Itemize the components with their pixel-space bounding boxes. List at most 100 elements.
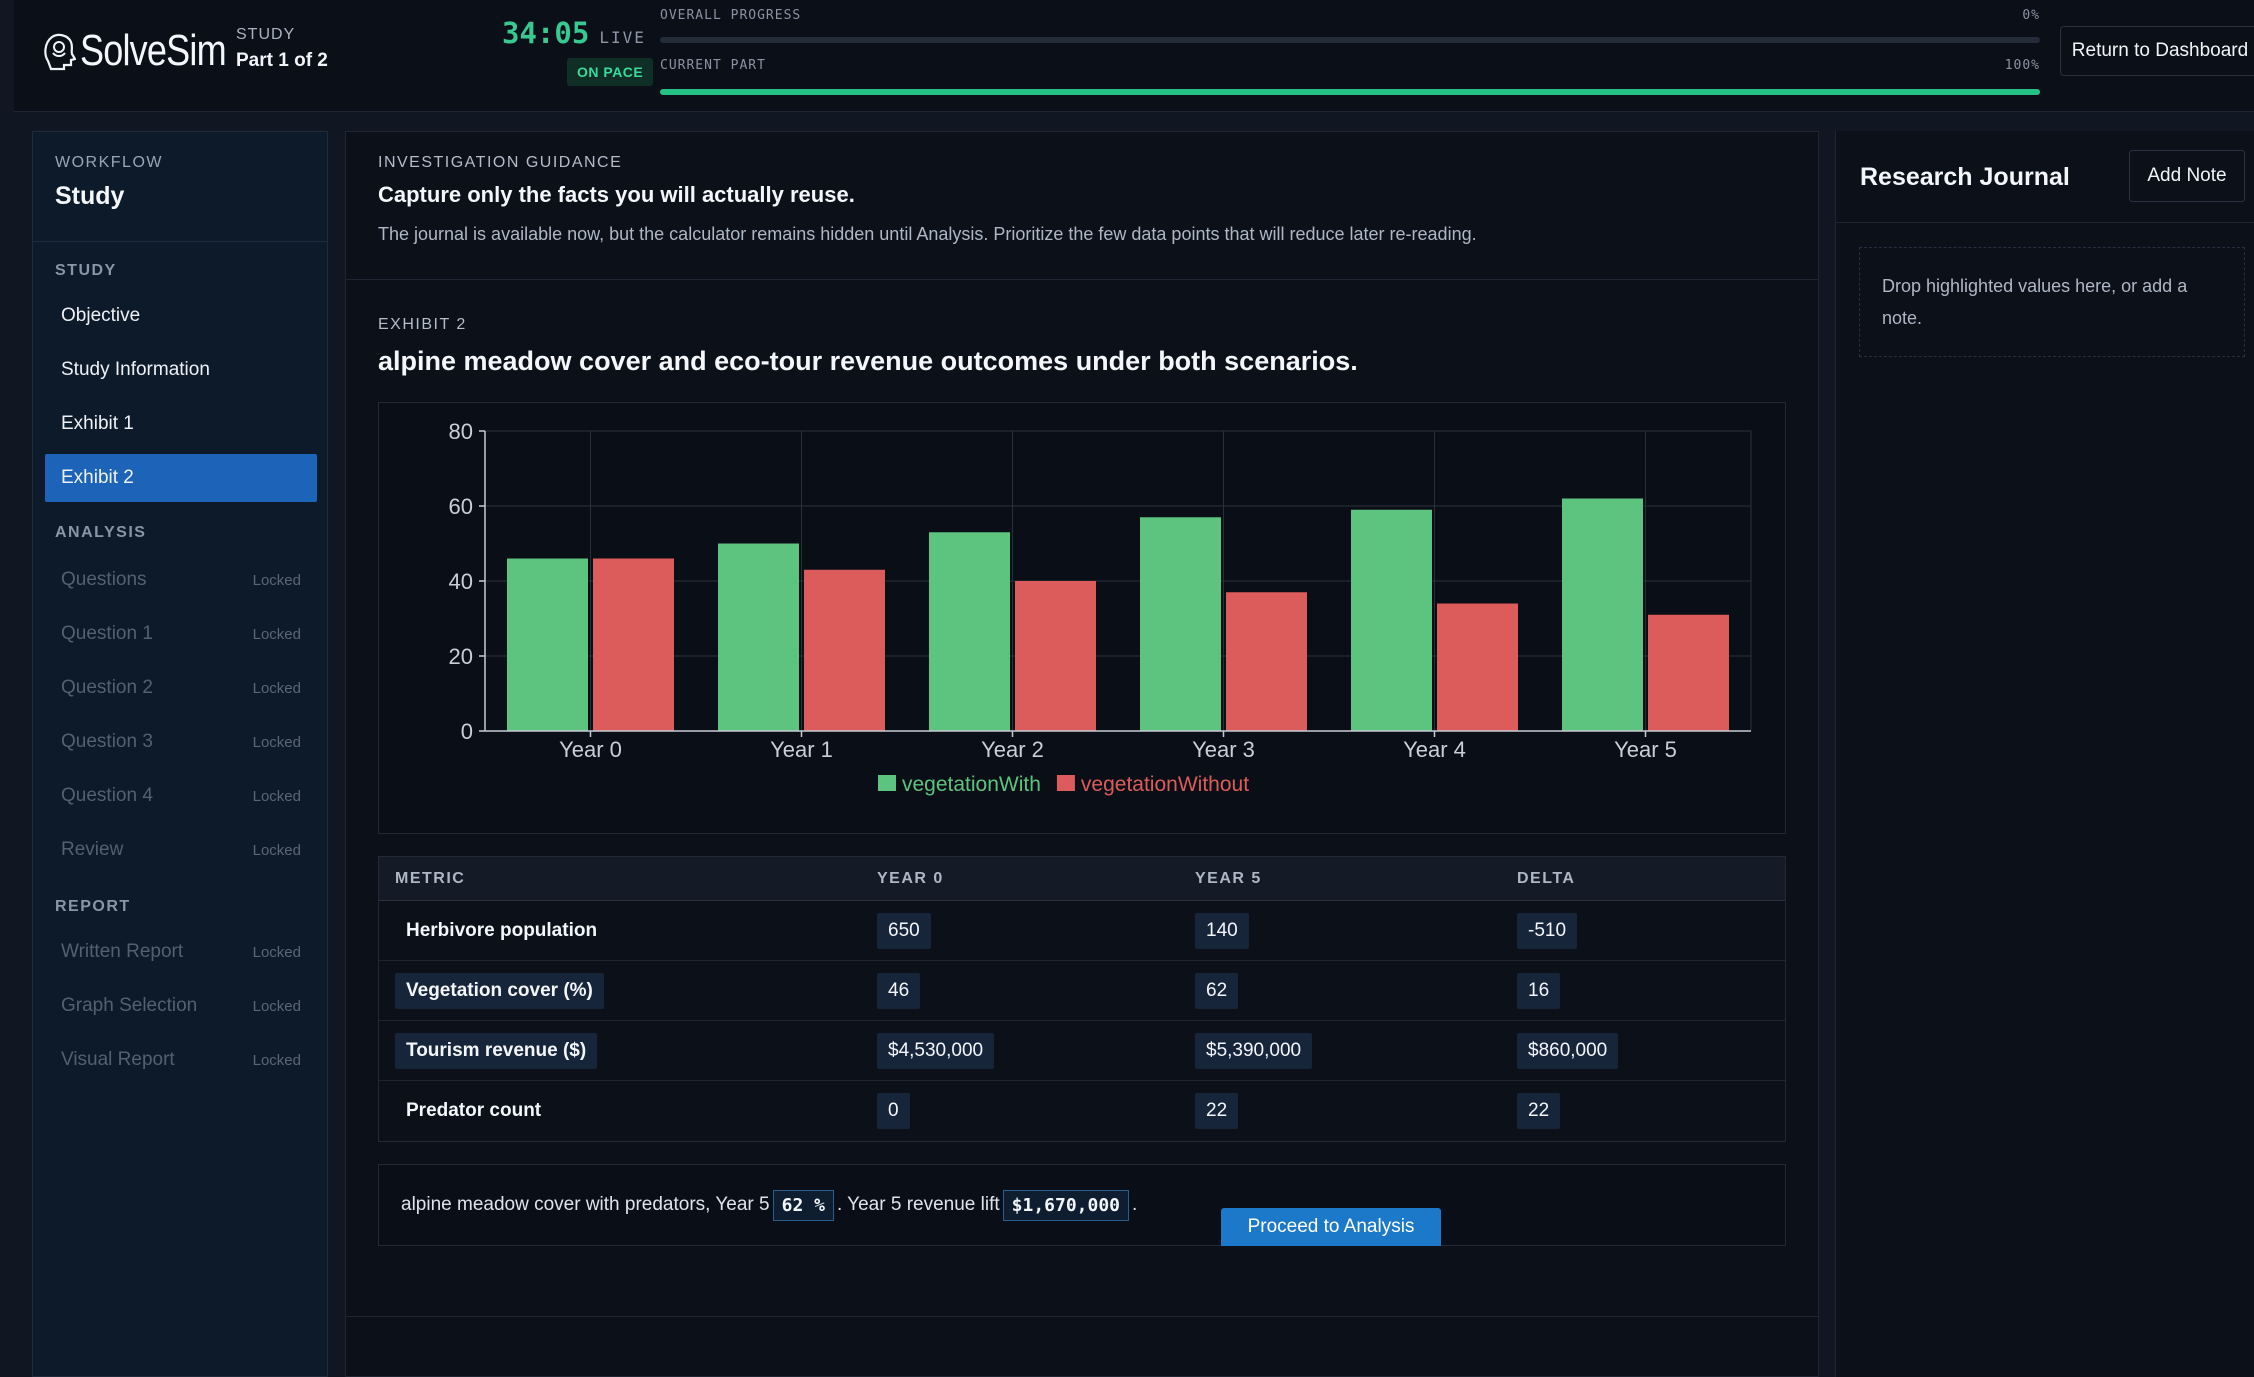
timer: 34:05 LIVE — [502, 16, 646, 50]
bar-vegetationWith-year-0 — [507, 558, 588, 731]
x-tick-label: Year 5 — [1614, 737, 1677, 762]
sidebar-item-label: Study Information — [61, 359, 210, 380]
year-0-value[interactable]: 46 — [877, 973, 921, 1009]
sidebar-item-question-2[interactable]: Question 2 Locked — [45, 664, 317, 712]
sidebar-item-question-1[interactable]: Question 1 Locked — [45, 610, 317, 658]
study-block: STUDY Part 1 of 2 — [236, 26, 328, 72]
legend-swatch-vegetationWith — [878, 775, 896, 791]
top-bar: SolveSim STUDY Part 1 of 2 34:05 LIVE ON… — [14, 0, 2254, 112]
sidebar-item-label: Question 3 — [61, 731, 153, 752]
sidebar-item-label: Question 2 — [61, 677, 153, 698]
summary-value-revenue-lift[interactable]: $1,670,000 — [1002, 1189, 1130, 1221]
x-tick-label: Year 3 — [1192, 737, 1255, 762]
table-row: Tourism revenue ($) $4,530,000 $5,390,00… — [379, 1021, 1785, 1081]
overall-progress-track — [660, 37, 2040, 43]
bar-vegetationWith-year-4 — [1351, 509, 1432, 731]
year-0-value[interactable]: $4,530,000 — [877, 1033, 995, 1069]
locked-tag: Locked — [252, 625, 301, 643]
year-5-value[interactable]: 62 — [1195, 973, 1239, 1009]
main-footer — [346, 1316, 1818, 1377]
sidebar-item-label: Exhibit 2 — [61, 467, 134, 488]
bar-vegetationWithout-year-4 — [1437, 603, 1518, 731]
sidebar-item-exhibit-2[interactable]: Exhibit 2 — [45, 454, 317, 502]
locked-tag: Locked — [252, 841, 301, 859]
sidebar-section-study: STUDY — [55, 262, 117, 279]
proceed-to-analysis-button[interactable]: Proceed to Analysis — [1221, 1208, 1441, 1246]
metric-name[interactable]: Tourism revenue ($) — [395, 1033, 598, 1069]
sidebar-item-question-4[interactable]: Question 4 Locked — [45, 772, 317, 820]
year-5-value[interactable]: $5,390,000 — [1195, 1033, 1313, 1069]
sidebar-item-review[interactable]: Review Locked — [45, 826, 317, 874]
table-row: Predator count 0 22 22 — [379, 1081, 1785, 1141]
y-tick-label: 60 — [449, 494, 473, 519]
legend-label-vegetationWithout: vegetationWithout — [1081, 773, 1249, 796]
delta-value[interactable]: -510 — [1517, 913, 1578, 949]
y-tick-label: 0 — [461, 719, 473, 744]
journal-drop-zone[interactable]: Drop highlighted values here, or add a n… — [1859, 247, 2245, 357]
x-tick-label: Year 2 — [981, 737, 1044, 762]
investigation-guidance: INVESTIGATION GUIDANCE Capture only the … — [346, 132, 1818, 280]
locked-tag: Locked — [252, 997, 301, 1015]
sidebar-item-study-information[interactable]: Study Information — [45, 346, 317, 394]
bar-vegetationWith-year-2 — [929, 532, 1010, 731]
sidebar-item-label: Questions — [61, 569, 147, 590]
y-tick-label: 20 — [449, 644, 473, 669]
summary-text-1: alpine meadow cover with predators, Year… — [401, 1194, 770, 1215]
overall-progress: OVERALL PROGRESS 0% — [660, 8, 2040, 43]
research-journal: Research Journal Add Note Drop highlight… — [1835, 131, 2254, 1377]
guidance-headline: Capture only the facts you will actually… — [378, 182, 855, 207]
journal-title: Research Journal — [1860, 163, 2070, 191]
timer-value: 34:05 — [502, 16, 590, 50]
sidebar-section-analysis: ANALYSIS — [55, 524, 147, 541]
main-panel: INVESTIGATION GUIDANCE Capture only the … — [345, 131, 1819, 1377]
sidebar-kicker: WORKFLOW — [55, 154, 163, 171]
legend-label-vegetationWith: vegetationWith — [902, 773, 1041, 796]
brand-name: SolveSim — [80, 26, 227, 75]
delta-value[interactable]: $860,000 — [1517, 1033, 1619, 1069]
year-5-value[interactable]: 22 — [1195, 1093, 1239, 1129]
current-part-pct: 100% — [2004, 58, 2040, 73]
return-to-dashboard-button[interactable]: Return to Dashboard — [2060, 26, 2254, 76]
live-label: LIVE — [599, 28, 646, 47]
year-0-value[interactable]: 0 — [877, 1093, 910, 1129]
sidebar-item-objective[interactable]: Objective — [45, 292, 317, 340]
year-0-value[interactable]: 650 — [877, 913, 931, 949]
summary-text-3: . — [1132, 1194, 1138, 1215]
metric-name: Predator count — [406, 1100, 542, 1121]
add-note-button[interactable]: Add Note — [2129, 150, 2245, 202]
x-tick-label: Year 0 — [559, 737, 622, 762]
locked-tag: Locked — [252, 943, 301, 961]
sidebar-item-exhibit-1[interactable]: Exhibit 1 — [45, 400, 317, 448]
delta-value[interactable]: 16 — [1517, 973, 1561, 1009]
sidebar-item-written-report[interactable]: Written Report Locked — [45, 928, 317, 976]
guidance-body: The journal is available now, but the ca… — [378, 224, 1477, 244]
sidebar-item-label: Question 4 — [61, 785, 153, 806]
sidebar-item-label: Objective — [61, 305, 141, 326]
sidebar-item-visual-report[interactable]: Visual Report Locked — [45, 1036, 317, 1084]
summary-text-2: . Year 5 revenue lift — [836, 1194, 1000, 1215]
workflow-sidebar: WORKFLOW Study STUDY ANALYSIS REPORT Obj… — [32, 131, 328, 1377]
current-part-track — [660, 89, 2040, 95]
sidebar-item-label: Visual Report — [61, 1049, 175, 1070]
brand-logo: SolveSim — [42, 26, 258, 76]
summary-value-cover[interactable]: 62 % — [772, 1189, 834, 1221]
guidance-kicker: INVESTIGATION GUIDANCE — [378, 154, 623, 171]
year-5-value[interactable]: 140 — [1195, 913, 1249, 949]
sidebar-item-question-3[interactable]: Question 3 Locked — [45, 718, 317, 766]
column-header-year-0: YEAR 0 — [877, 870, 944, 887]
sidebar-header: WORKFLOW Study — [33, 132, 327, 242]
table-row: Vegetation cover (%) 46 62 16 — [379, 961, 1785, 1021]
sidebar-item-label: Question 1 — [61, 623, 153, 644]
bar-vegetationWith-year-3 — [1140, 517, 1221, 731]
bar-chart-svg: 0 20 40 60 80 Year 0 Year 1 Year 2 Year 3 Year 4 Y… — [449, 419, 1752, 796]
metric-name[interactable]: Vegetation cover (%) — [395, 973, 604, 1009]
x-tick-label: Year 1 — [770, 737, 833, 762]
sidebar-item-questions[interactable]: Questions Locked — [45, 556, 317, 604]
bar-vegetationWithout-year-1 — [804, 569, 885, 731]
delta-value[interactable]: 22 — [1517, 1093, 1561, 1129]
table-row: Herbivore population 650 140 -510 — [379, 901, 1785, 961]
bar-vegetationWithout-year-5 — [1648, 614, 1729, 731]
sidebar-item-label: Review — [61, 839, 124, 860]
legend-swatch-vegetationWithout — [1056, 775, 1075, 791]
sidebar-item-graph-selection[interactable]: Graph Selection Locked — [45, 982, 317, 1030]
